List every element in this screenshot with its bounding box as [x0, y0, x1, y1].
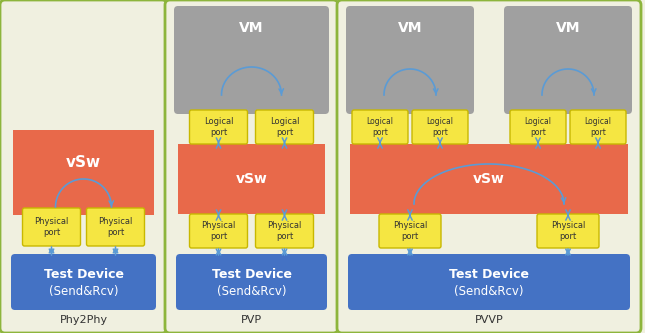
- Text: Test Device: Test Device: [449, 268, 529, 281]
- Text: vSw: vSw: [66, 155, 101, 170]
- Text: Logical
port: Logical port: [270, 117, 299, 137]
- Text: Logical
port: Logical port: [366, 117, 393, 137]
- FancyBboxPatch shape: [510, 110, 566, 144]
- Text: (Send&Rcv): (Send&Rcv): [49, 285, 118, 298]
- FancyBboxPatch shape: [190, 214, 248, 248]
- Text: Physical
port: Physical port: [267, 221, 302, 241]
- Bar: [178, 144, 325, 214]
- Bar: [13, 130, 154, 215]
- Text: vSw: vSw: [473, 172, 505, 186]
- FancyBboxPatch shape: [570, 110, 626, 144]
- FancyBboxPatch shape: [190, 110, 248, 144]
- FancyBboxPatch shape: [11, 254, 156, 310]
- Text: Physical
port: Physical port: [201, 221, 235, 241]
- Text: VM: VM: [556, 21, 580, 35]
- FancyBboxPatch shape: [255, 214, 313, 248]
- FancyBboxPatch shape: [0, 0, 167, 333]
- Text: Physical
port: Physical port: [393, 221, 427, 241]
- FancyBboxPatch shape: [379, 214, 441, 248]
- FancyBboxPatch shape: [337, 0, 641, 333]
- Text: vSw: vSw: [235, 172, 268, 186]
- Text: Logical
port: Logical port: [584, 117, 611, 137]
- Text: Physical
port: Physical port: [34, 217, 68, 237]
- FancyBboxPatch shape: [348, 254, 630, 310]
- Text: (Send&Rcv): (Send&Rcv): [217, 285, 286, 298]
- FancyBboxPatch shape: [255, 110, 313, 144]
- FancyBboxPatch shape: [176, 254, 327, 310]
- FancyBboxPatch shape: [23, 208, 81, 246]
- FancyBboxPatch shape: [86, 208, 144, 246]
- Text: Phy2Phy: Phy2Phy: [59, 315, 108, 325]
- Text: PVP: PVP: [241, 315, 262, 325]
- Text: Physical
port: Physical port: [98, 217, 133, 237]
- Text: VM: VM: [398, 21, 422, 35]
- FancyBboxPatch shape: [504, 6, 632, 114]
- Text: Logical
port: Logical port: [204, 117, 233, 137]
- Text: (Send&Rcv): (Send&Rcv): [454, 285, 524, 298]
- Text: Logical
port: Logical port: [524, 117, 551, 137]
- FancyBboxPatch shape: [412, 110, 468, 144]
- FancyBboxPatch shape: [174, 6, 329, 114]
- Bar: [350, 144, 628, 214]
- FancyBboxPatch shape: [165, 0, 338, 333]
- Text: Physical
port: Physical port: [551, 221, 585, 241]
- FancyBboxPatch shape: [352, 110, 408, 144]
- Text: Logical
port: Logical port: [426, 117, 453, 137]
- Text: Test Device: Test Device: [43, 268, 123, 281]
- Text: Test Device: Test Device: [212, 268, 292, 281]
- Text: VM: VM: [239, 21, 264, 35]
- FancyBboxPatch shape: [346, 6, 474, 114]
- FancyBboxPatch shape: [537, 214, 599, 248]
- Text: PVVP: PVVP: [475, 315, 503, 325]
